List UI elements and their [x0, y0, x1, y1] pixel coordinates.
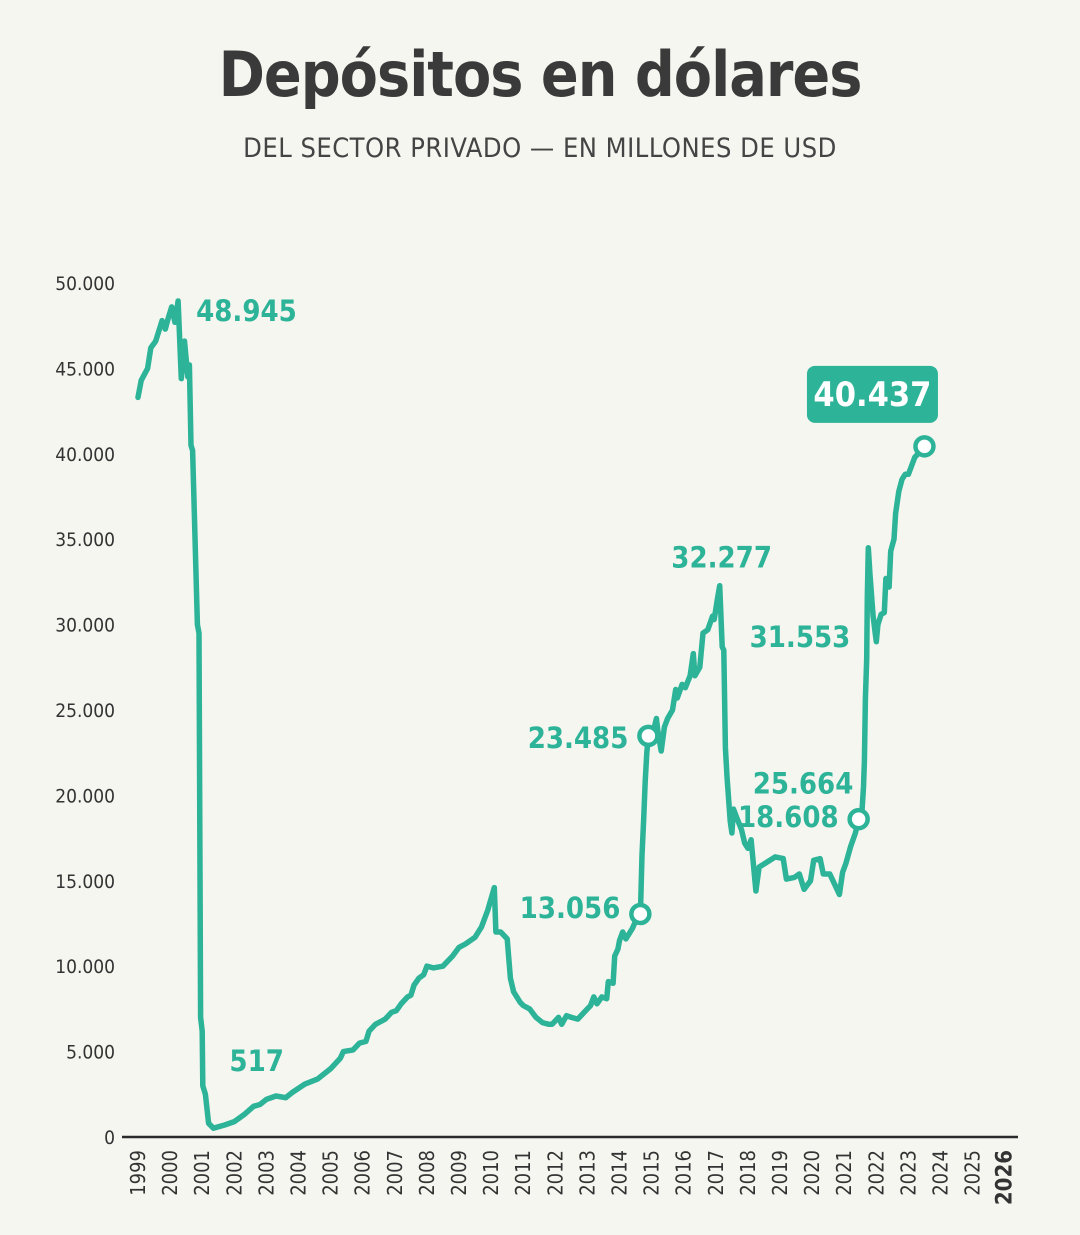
chart-subtitle: DEL SECTOR PRIVADO — EN MILLONES DE USD [243, 133, 837, 164]
y-tick-label: 35.000 [55, 529, 115, 551]
x-tick-label: 2014 [608, 1150, 632, 1196]
y-tick-label: 45.000 [55, 358, 115, 380]
series-layer [135, 298, 928, 1131]
point-marker [913, 435, 936, 458]
x-tick-label: 2013 [575, 1150, 599, 1196]
y-tick-label: 25.000 [55, 700, 115, 722]
x-tick-label: 2015 [640, 1150, 664, 1196]
x-tick-label: 2008 [415, 1150, 439, 1196]
value-annotation: 31.553 [750, 620, 851, 654]
x-tick-label: 2022 [864, 1150, 888, 1196]
x-tick-label: 2002 [222, 1150, 246, 1196]
x-tick-label: 2011 [511, 1150, 535, 1196]
x-tick-label: 2019 [768, 1150, 792, 1196]
x-tick-label: 2003 [254, 1150, 278, 1196]
value-annotation: 48.945 [196, 294, 297, 328]
x-tick-label: 2007 [383, 1150, 407, 1196]
x-tick-label: 2001 [190, 1150, 214, 1196]
x-tick-label: 1999 [126, 1150, 150, 1196]
x-tick-label: 2020 [800, 1150, 824, 1196]
value-annotation: 32.277 [671, 541, 772, 575]
x-tick-label: 2026 [993, 1150, 1018, 1205]
point-marker [847, 807, 870, 831]
y-tick-label: 0 [104, 1127, 115, 1149]
y-axis: 0 5.000 10.000 15.000 20.000 25.000 30.000 35.0… [55, 273, 115, 1149]
x-axis: 1999 2000 2001 2002 2003 2004 2005 2006 2007 2008… [122, 1135, 1018, 1205]
y-tick-label: 20.000 [55, 785, 115, 807]
value-annotation: 13.056 [520, 891, 621, 925]
y-tick-label: 40.000 [55, 444, 115, 466]
latest-value-badge [806, 365, 938, 423]
latest-value-label: 40.437 [813, 375, 931, 415]
series-line [135, 298, 928, 1131]
chart-title: Depósitos en dólares [218, 38, 863, 111]
value-annotation: 517 [229, 1044, 283, 1078]
y-tick-label: 50.000 [55, 273, 115, 295]
x-tick-label: 2010 [479, 1150, 503, 1196]
x-tick-label: 2016 [672, 1150, 696, 1196]
x-tick-label: 2021 [832, 1150, 856, 1196]
y-tick-label: 10.000 [55, 956, 115, 978]
x-tick-label: 2018 [736, 1150, 760, 1196]
annotations-layer: 48.945 517 13.056 23.485 32.277 31.553 25.6641… [196, 294, 938, 1078]
x-tick-label: 2006 [351, 1150, 375, 1196]
point-marker [637, 724, 660, 748]
x-tick-label: 2024 [929, 1150, 953, 1196]
x-tick-label: 2017 [704, 1150, 728, 1196]
x-tick-label: 2025 [961, 1150, 985, 1196]
value-annotation: 18.608 [738, 800, 839, 834]
x-tick-label: 2004 [287, 1150, 311, 1196]
y-tick-label: 15.000 [55, 871, 115, 893]
x-tick-label: 2005 [319, 1150, 343, 1196]
x-tick-label: 2000 [158, 1150, 182, 1196]
x-tick-label: 2012 [543, 1150, 567, 1196]
value-annotation: 23.485 [528, 721, 629, 755]
value-annotation: 25.664 [753, 767, 854, 801]
y-tick-label: 30.000 [55, 615, 115, 637]
point-marker [629, 902, 652, 926]
x-tick-label: 2009 [447, 1150, 471, 1196]
x-tick-label: 2023 [896, 1150, 920, 1196]
y-tick-label: 5.000 [66, 1042, 115, 1064]
